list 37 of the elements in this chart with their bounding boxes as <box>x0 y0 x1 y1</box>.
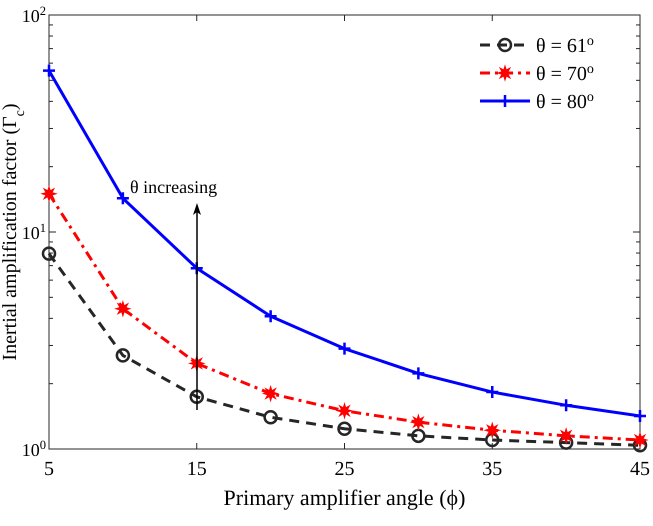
point <box>337 403 352 418</box>
legend-label: θ = 61$^{o}$ <box>536 34 594 57</box>
point <box>115 301 130 316</box>
point <box>42 186 56 202</box>
point <box>485 384 500 400</box>
point <box>484 422 500 438</box>
point <box>485 432 500 448</box>
legend-label: θ = 70$^{o}$ <box>536 62 594 85</box>
point <box>116 191 130 206</box>
x-tick-label: 45 <box>630 458 650 480</box>
point <box>411 428 426 444</box>
legend-label: θ = 80$^{o}$ <box>536 90 594 113</box>
point <box>337 421 352 436</box>
point <box>411 366 426 381</box>
point <box>410 414 426 430</box>
x-tick-label: 5 <box>44 458 54 480</box>
point <box>558 435 574 450</box>
point <box>337 341 352 356</box>
point <box>263 410 278 425</box>
y-tick-label: 10$^{2}$ <box>22 4 46 26</box>
y-tick-label: 10$^{0}$ <box>22 438 46 460</box>
point <box>263 309 278 324</box>
x-tick-label: 35 <box>482 458 502 480</box>
point <box>632 432 648 448</box>
point <box>42 63 56 78</box>
point <box>558 428 574 444</box>
point <box>190 390 204 404</box>
point <box>632 408 648 424</box>
x-tick-label: 15 <box>186 458 207 480</box>
y-tick-label: 10$^{1}$ <box>22 221 46 243</box>
point <box>263 386 278 402</box>
point <box>42 246 56 261</box>
x-tick-label: 25 <box>334 458 354 480</box>
point <box>558 398 574 413</box>
x-axis-title: Primary amplifier angle (ϕ) <box>224 485 466 510</box>
annotation: θ increasing <box>130 177 218 197</box>
point <box>116 348 130 363</box>
